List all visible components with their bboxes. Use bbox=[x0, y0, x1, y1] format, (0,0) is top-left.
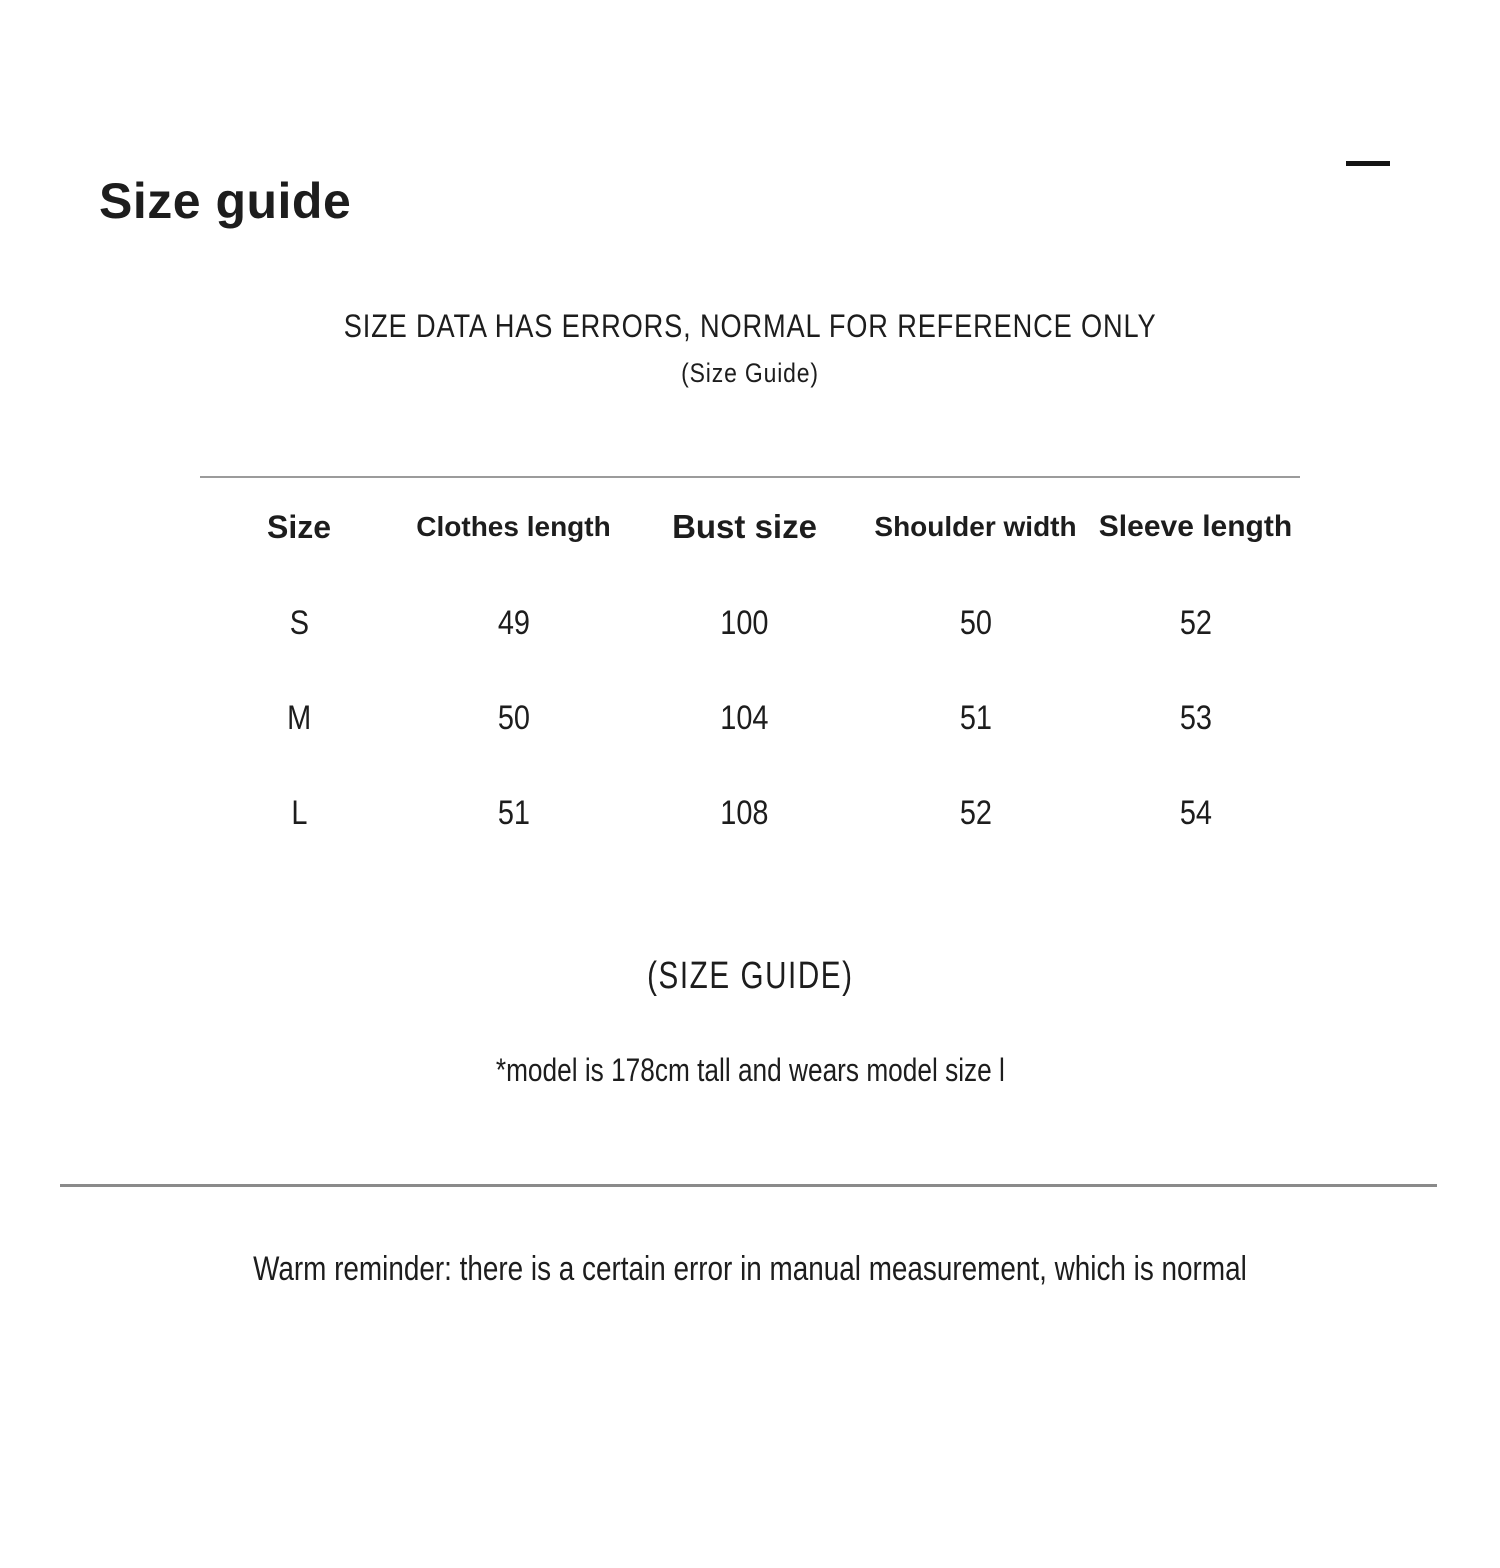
collapse-section-button[interactable] bbox=[1336, 146, 1400, 180]
table-cell: 51 bbox=[959, 699, 992, 737]
table-cell: 49 bbox=[497, 604, 530, 642]
table-cell: 53 bbox=[1179, 699, 1212, 737]
table-cell: 108 bbox=[720, 794, 769, 832]
table-cell-size: S bbox=[289, 604, 309, 642]
table-cell: 50 bbox=[497, 699, 530, 737]
size-table: Size Clothes length Bust size Shoulder w… bbox=[200, 476, 1300, 861]
table-row: L 51 108 52 54 bbox=[200, 766, 1300, 861]
table-header-cell: Clothes length bbox=[416, 511, 611, 542]
minus-icon bbox=[1346, 160, 1390, 166]
table-cell: 51 bbox=[497, 794, 530, 832]
table-header-cell: Sleeve length bbox=[1098, 510, 1293, 543]
table-header-cell: Bust size bbox=[672, 508, 817, 545]
table-cell-size: M bbox=[286, 699, 312, 737]
table-cell: 100 bbox=[720, 604, 769, 642]
size-guide-caption: (SIZE GUIDE) bbox=[646, 955, 854, 997]
table-row: M 50 104 51 53 bbox=[200, 671, 1300, 766]
section-divider bbox=[60, 1184, 1437, 1187]
table-header-cell: Size bbox=[266, 508, 332, 545]
size-guide-subtitle: (Size Guide) bbox=[681, 358, 819, 388]
table-cell: 54 bbox=[1179, 794, 1212, 832]
table-cell: 104 bbox=[720, 699, 769, 737]
table-cell: 52 bbox=[1179, 604, 1212, 642]
table-row: S 49 100 50 52 bbox=[200, 576, 1300, 671]
table-cell: 50 bbox=[959, 604, 992, 642]
size-disclaimer-text: SIZE DATA HAS ERRORS, NORMAL FOR REFEREN… bbox=[343, 308, 1157, 344]
model-size-note: *model is 178cm tall and wears model siz… bbox=[495, 1052, 1005, 1088]
page-title: Size guide bbox=[99, 172, 352, 229]
table-header-cell: Shoulder width bbox=[874, 511, 1077, 542]
table-cell-size: L bbox=[290, 794, 308, 832]
table-header-row: Size Clothes length Bust size Shoulder w… bbox=[200, 478, 1300, 576]
warm-reminder-text: Warm reminder: there is a certain error … bbox=[253, 1250, 1247, 1288]
table-cell: 52 bbox=[959, 794, 992, 832]
